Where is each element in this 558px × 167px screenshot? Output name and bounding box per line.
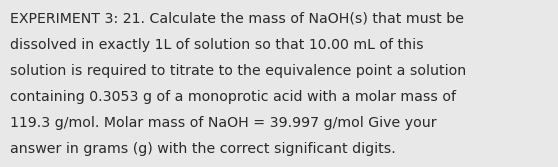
Text: dissolved in exactly 1L of solution so that 10.00 mL of this: dissolved in exactly 1L of solution so t…	[10, 38, 424, 52]
Text: answer in grams (g) with the correct significant digits.: answer in grams (g) with the correct sig…	[10, 142, 396, 156]
Text: solution is required to titrate to the equivalence point a solution: solution is required to titrate to the e…	[10, 64, 466, 78]
Text: EXPERIMENT 3: 21. Calculate the mass of NaOH(s) that must be: EXPERIMENT 3: 21. Calculate the mass of …	[10, 12, 464, 26]
Text: 119.3 g/mol. Molar mass of NaOH = 39.997 g/mol Give your: 119.3 g/mol. Molar mass of NaOH = 39.997…	[10, 116, 437, 130]
Text: containing 0.3053 g of a monoprotic acid with a molar mass of: containing 0.3053 g of a monoprotic acid…	[10, 90, 456, 104]
